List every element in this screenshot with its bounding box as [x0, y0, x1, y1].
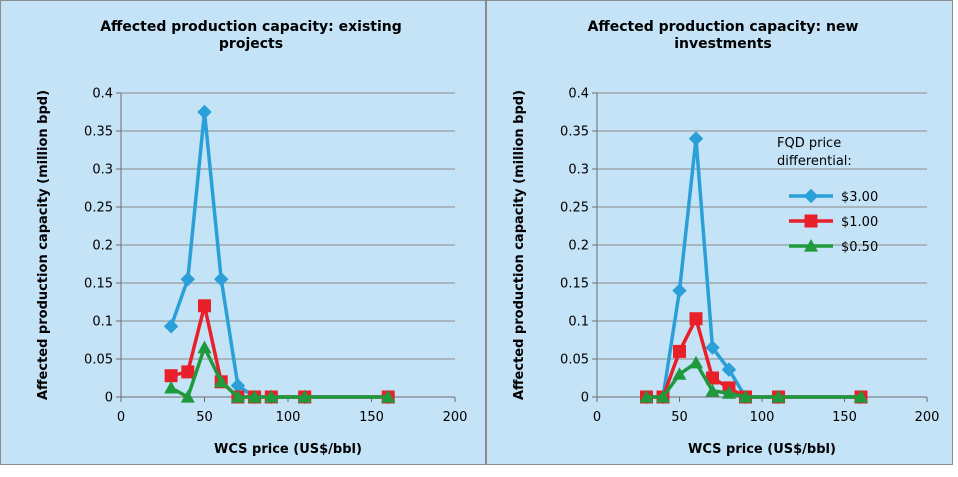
series-050 [164, 340, 396, 403]
x-tick-label: 50 [196, 410, 213, 425]
y-tick-label: 0.25 [560, 201, 589, 216]
x-tick-label: 100 [750, 410, 775, 425]
y-tick-label: 0.25 [84, 201, 113, 216]
x-tick-label: 50 [671, 410, 688, 425]
chart-existing-projects: Affected production capacity: existingpr… [36, 19, 468, 457]
data-point [705, 383, 720, 397]
data-point [297, 390, 312, 403]
data-point [181, 365, 195, 379]
legend: FQD price differential: $3.00 $1.00 $0.50 [777, 136, 878, 255]
data-point [673, 344, 686, 358]
legend-title: differential: [777, 154, 852, 169]
y-tick-label: 0.2 [568, 239, 589, 254]
chart-panel-existing-projects: Affected production capacity: existing pr… [0, 0, 486, 465]
data-point [689, 355, 703, 369]
data-point [198, 299, 211, 313]
series-050 [639, 355, 868, 403]
y-tick-label: 0 [581, 391, 589, 406]
y-tick-label: 0.4 [568, 87, 589, 102]
y-tick-label: 0.1 [568, 315, 589, 330]
legend-marker [804, 239, 818, 252]
data-point [706, 371, 719, 385]
chart-panel-new-investments: Affected production capacity: new investm… [486, 0, 953, 465]
data-point [163, 319, 179, 334]
y-tick-label: 0 [105, 391, 113, 406]
y-axis-label: Affected production capacity (million bp… [36, 90, 51, 400]
chart-title: investments [674, 36, 772, 52]
x-tick-label: 200 [915, 410, 940, 425]
x-tick-label: 0 [593, 410, 601, 425]
data-point [672, 367, 687, 380]
data-point [721, 362, 737, 377]
data-point [689, 312, 703, 326]
y-tick-label: 0.3 [568, 163, 589, 178]
data-point [656, 390, 670, 403]
data-point [854, 390, 868, 403]
x-tick-label: 100 [276, 410, 301, 425]
legend-entry-label: $3.00 [841, 190, 878, 205]
y-tick-label: 0.2 [92, 239, 113, 254]
x-axis-label: WCS price (US$/bbl) [688, 442, 836, 457]
data-point [738, 390, 753, 403]
chart-title: Affected production capacity: new [588, 19, 859, 35]
y-tick-label: 0.35 [560, 125, 589, 140]
data-point [214, 374, 229, 388]
data-point [180, 390, 195, 403]
chart-title: Affected production capacity: existing [100, 19, 402, 35]
x-tick-label: 0 [117, 410, 125, 425]
data-point [672, 283, 687, 298]
chart-new-investments: Affected production capacity: newinvestm… [512, 19, 940, 457]
legend-marker [803, 188, 819, 204]
legend-entry-label: $1.00 [841, 215, 878, 230]
data-point [722, 386, 736, 399]
y-axis-label: Affected production capacity (million bp… [512, 90, 527, 400]
x-axis-label: WCS price (US$/bbl) [214, 442, 362, 457]
data-point [639, 390, 654, 403]
data-point [164, 369, 178, 383]
x-tick-label: 150 [359, 410, 384, 425]
data-point [705, 340, 720, 355]
data-point [197, 104, 212, 120]
y-tick-label: 0.1 [92, 315, 113, 330]
legend-marker [804, 214, 818, 228]
data-point [180, 271, 196, 287]
y-tick-label: 0.3 [92, 163, 113, 178]
data-point [230, 390, 245, 403]
data-point [197, 340, 212, 354]
data-point [164, 380, 179, 394]
y-tick-label: 0.05 [84, 353, 113, 368]
y-tick-label: 0.15 [84, 277, 113, 292]
data-point [264, 390, 279, 403]
data-point [213, 271, 229, 287]
y-tick-label: 0.35 [84, 125, 113, 140]
legend-title: FQD price [777, 136, 841, 151]
data-point [771, 390, 786, 403]
data-point [688, 131, 704, 146]
data-point [381, 390, 396, 403]
legend-entry-label: $0.50 [841, 240, 878, 255]
chart-title: projects [219, 36, 283, 52]
x-tick-label: 200 [443, 410, 468, 425]
y-tick-label: 0.05 [560, 353, 589, 368]
y-tick-label: 0.15 [560, 277, 589, 292]
data-point [247, 390, 262, 403]
x-tick-label: 150 [832, 410, 857, 425]
y-tick-label: 0.4 [92, 87, 113, 102]
